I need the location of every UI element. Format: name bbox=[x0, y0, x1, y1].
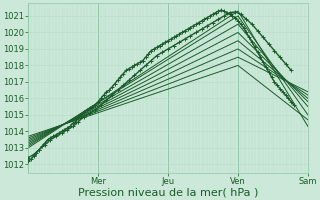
X-axis label: Pression niveau de la mer( hPa ): Pression niveau de la mer( hPa ) bbox=[78, 187, 258, 197]
